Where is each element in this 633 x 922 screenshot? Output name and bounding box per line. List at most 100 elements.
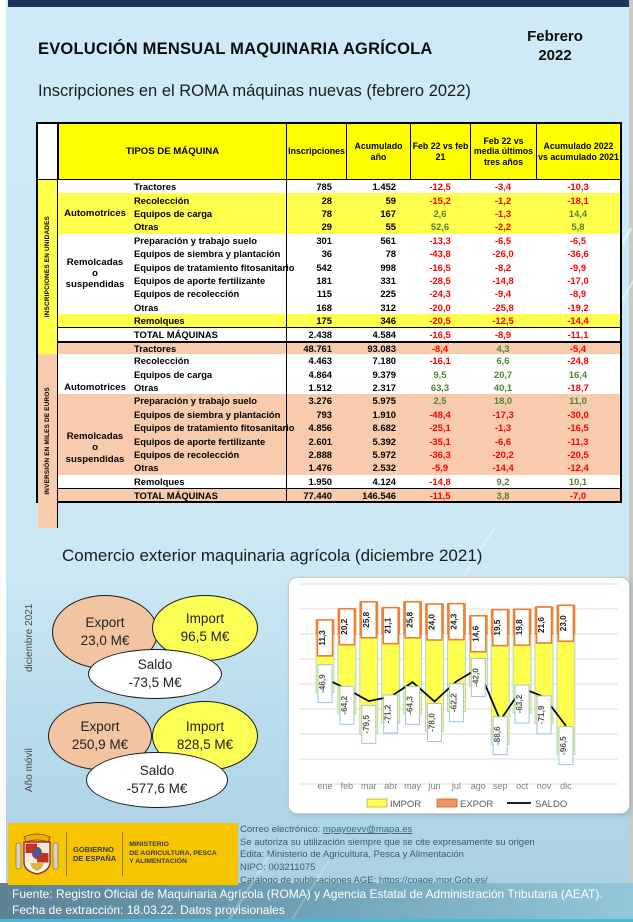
cell-count: 301: [286, 233, 346, 247]
impor-label-box: [317, 664, 333, 704]
cell-percent: -5,9: [431, 462, 449, 474]
cell-percent: -17,0: [567, 274, 589, 286]
cell-percent: -8,4: [431, 342, 449, 354]
cell-percent: -43,8: [429, 248, 451, 260]
cell-machine-type: Equipos de tratamiento fitosanitario: [134, 422, 295, 434]
expor-label-box: [316, 619, 334, 657]
cell-machine-type: Equipos de siembra y plantación: [134, 248, 281, 260]
cell-percent: -11,5: [429, 489, 451, 501]
cell-percent: -12,5: [429, 181, 451, 193]
cell-percent: 2,6: [433, 207, 447, 219]
cell-band-spacer: [38, 180, 58, 193]
trade-section-title: Comercio exterior maquinaria agrícola (d…: [62, 546, 483, 565]
cell-count: 4.584: [372, 328, 396, 340]
month-label: nov: [537, 781, 552, 791]
cell-percent: 6,6: [496, 355, 510, 367]
expor-label-box: [557, 604, 575, 643]
cell-count: 7.180: [372, 355, 396, 367]
cell-percent: -1,3: [494, 422, 512, 434]
header-col-3: Feb 22 vs feb 21: [410, 124, 470, 179]
cell-percent: -16,5: [567, 422, 589, 434]
header-band-cell: [38, 124, 58, 179]
impor-label: -96,5: [559, 736, 568, 755]
cell-group: [58, 394, 132, 407]
table-row: Remolques 175 346 -20,5 -12,5 -14,4: [38, 313, 620, 328]
cell-group: [58, 461, 132, 474]
expor-label-box: [404, 600, 421, 639]
bottom-edge-line: [0, 919, 633, 922]
cell-count: 225: [380, 288, 396, 300]
cell-band-spacer: [38, 260, 58, 273]
cell-percent: -5,4: [569, 342, 587, 354]
cell-count: 4.124: [372, 475, 396, 487]
cell-count: 4.856: [286, 421, 346, 435]
cell-percent: -1,2: [494, 194, 512, 206]
cell-percent: -19,2: [567, 301, 589, 313]
cell-percent: -2,2: [494, 221, 512, 233]
table-row: Equipos de carga 78 167 2,6 -1,3 14,4: [38, 206, 620, 221]
catalog-link[interactable]: https://cpage.mpr.Gob.es/: [378, 874, 488, 886]
expor-label-box: [535, 606, 553, 644]
impor-label: -62,2: [449, 693, 458, 712]
cell-percent: -8,9: [569, 288, 587, 300]
top-border-strip: [8, 0, 633, 7]
cell-band-spacer: [38, 367, 58, 380]
cell-count: 59: [385, 194, 396, 206]
saldo-value: -73,5 M€: [128, 675, 182, 690]
cell-count: 346: [380, 315, 396, 327]
cell-band-spacer: [38, 448, 58, 461]
import-value: 96,5 M€: [180, 629, 230, 644]
cell-percent: -9,9: [569, 261, 587, 273]
cell-percent: 10,1: [568, 475, 588, 487]
cell-count: 175: [286, 313, 346, 328]
cell-group: [58, 301, 132, 314]
cell-machine-type: Equipos de aporte fertilizante: [134, 274, 266, 286]
cell-percent: -16,5: [429, 261, 451, 273]
cell-band-spacer: [38, 328, 58, 340]
cell-percent: -17,3: [492, 408, 514, 420]
impor-label-box: [339, 685, 355, 725]
table-total-row: TOTAL MÁQUINAS 2.438 4.584 -16,5 -8,9 -11,1: [38, 327, 620, 341]
cell-group: [58, 193, 132, 206]
cell-group: [58, 354, 132, 367]
impor-label: -63,2: [515, 694, 524, 713]
table-row: Equipos de carga 4.864 9.379 9,5 20,7 16,4: [38, 367, 620, 381]
source-text: Fuente: Registro Oficial de Maquinaria A…: [12, 887, 603, 917]
cell-band-spacer: [38, 489, 58, 501]
cell-percent: -20,0: [429, 301, 451, 313]
impor-label: -79,5: [362, 715, 371, 734]
cell-group: [58, 421, 132, 434]
cell-band-spacer: [38, 461, 58, 474]
government-logo-block: GOBIERNO DE ESPAÑA MINISTERIO DE AGRICUL…: [8, 823, 238, 885]
impor-label-box: [470, 658, 486, 697]
email-link[interactable]: mpayoevv@mapa.es: [322, 824, 413, 835]
cell-group: [58, 343, 132, 354]
cell-count: 55: [385, 221, 396, 233]
cell-percent: 11,0: [569, 395, 587, 407]
cell-band-spacer: [38, 247, 58, 260]
table-row: Remolques 1.950 4.124 -14,8 9,2 10,1: [38, 474, 620, 488]
cell-machine-type: Preparación y trabajo suelo: [134, 395, 257, 407]
cell-percent: -25,8: [492, 301, 514, 313]
import-label: Import: [185, 611, 225, 627]
cell-percent: 2,5: [433, 395, 447, 407]
saldo-bubble-rolling: Saldo -577,6 M€: [86, 752, 228, 808]
cell-count: 167: [380, 207, 396, 219]
cell-group: [58, 408, 132, 421]
cell-count: 77.440: [286, 488, 346, 502]
cell-count: 5.975: [372, 395, 396, 407]
cell-band-spacer: [38, 314, 58, 327]
impor-label-box: [558, 726, 574, 766]
cell-percent: 40,1: [493, 382, 513, 394]
cell-percent: -12,4: [567, 462, 589, 474]
trade-chart: -46,9 -64,2 -79,5 -71,2 -64,3 -78,0 -62,2 -42,0…: [288, 577, 630, 814]
cell-count: 2.888: [286, 447, 346, 462]
period-label-rolling-year: Año móvil: [24, 748, 35, 792]
expor-label-box: [360, 600, 378, 639]
expor-label-box: [470, 614, 487, 653]
month-label: ene: [317, 781, 332, 791]
expor-label: 25,8: [406, 611, 415, 627]
expor-label-box: [338, 607, 356, 646]
month-label: sep: [493, 781, 508, 791]
cell-percent: -30,0: [567, 408, 589, 420]
